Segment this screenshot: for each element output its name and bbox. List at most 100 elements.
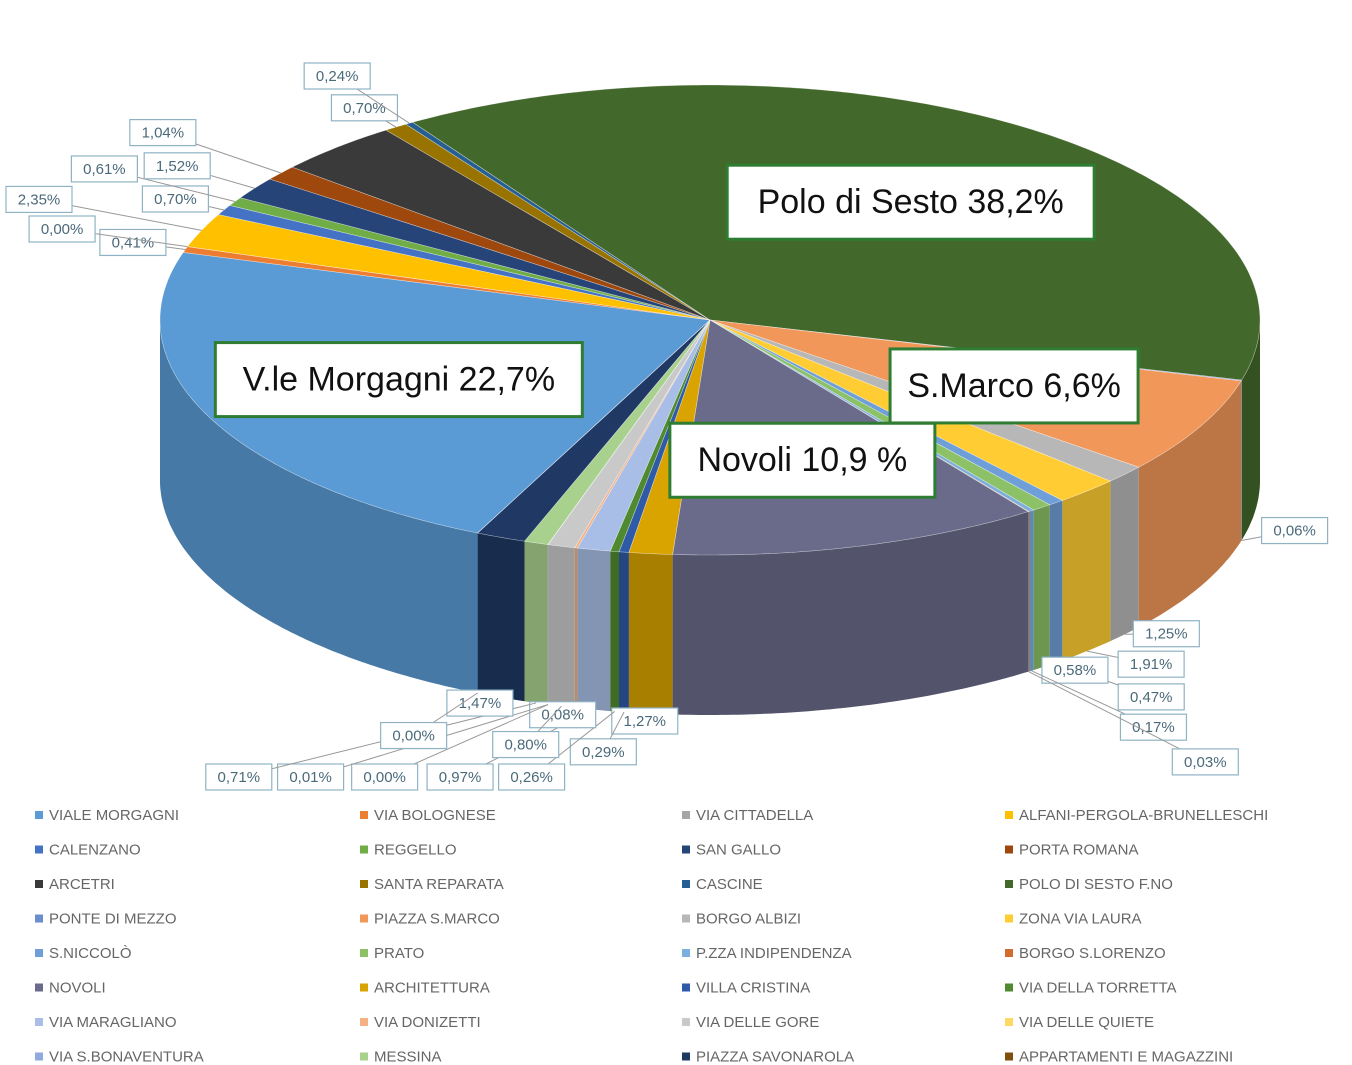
legend-swatch [35,845,43,854]
label-box [492,730,560,759]
legend-swatch [1005,949,1013,957]
legend-item: PIAZZA SAVONAROLA [682,1048,854,1065]
legend-label: VIA MARAGLIANO [49,1014,177,1031]
label-box [303,62,371,90]
small-label: 0,03% [1028,671,1239,776]
pie-slice-side [619,551,629,713]
small-label: 0,17% [1031,670,1188,741]
small-label: 0,00% [351,704,549,791]
pie-slice-side [574,547,578,709]
small-label: 0,00% [28,215,188,248]
legend-item: VIA S.BONAVENTURA [35,1048,204,1065]
label-text: S.Marco 6,6% [907,367,1121,405]
small-label: 0,24% [303,62,410,124]
legend-label: BORGO ALBIZI [696,910,801,927]
legend-swatch [1005,811,1013,819]
label-box [611,707,679,735]
legend-swatch [1005,1018,1013,1026]
pie-slice [217,205,711,321]
legend-label: PIAZZA SAVONAROLA [696,1048,854,1065]
small-label: 0,58% [1041,656,1109,684]
small-label: 0,26% [498,711,615,791]
legend-label: ALFANI-PERGOLA-BRUNELLESCHI [1019,807,1268,824]
legend-item: VIA DELLE QUIETE [1005,1014,1154,1031]
legend-item: VIA DONIZETTI [360,1014,481,1031]
legend-item: SANTA REPARATA [360,876,504,893]
label-box [1117,683,1185,711]
pie-slice-side [1028,511,1029,672]
small-label: 1,91% [1086,650,1185,678]
label-text: 0,80% [504,737,547,754]
pie-slice-side [1033,504,1050,670]
pie-slice-side [1028,510,1034,672]
legend-item: PIAZZA S.MARCO [360,910,500,927]
pie-slice-side [672,511,1029,715]
legend-label: ZONA VIA LAURA [1019,910,1142,927]
legend-label: VIALE MORGAGNI [49,807,179,824]
label-box [498,763,566,791]
pie-slice-side [548,544,575,708]
label-text: 0,58% [1054,662,1097,679]
pie-slice-side [524,541,548,705]
label-text: 0,24% [316,68,359,85]
label-box [888,347,1140,425]
small-label: 0,70% [141,185,225,213]
label-text: 0,01% [289,769,332,786]
legend-swatch [360,811,368,819]
label-box [143,152,211,180]
legend-swatch [360,914,368,923]
legend-label: ARCETRI [49,876,115,893]
legend-label: POLO DI SESTO F.NO [1019,876,1173,893]
legend-label: SAN GALLO [696,841,781,858]
small-label: 0,29% [569,711,637,766]
pie-slice-side [1241,320,1260,541]
legend-swatch [1005,983,1013,992]
legend-label: PIAZZA S.MARCO [374,910,500,927]
label-text: 0,61% [83,161,126,178]
label-text: 0,08% [541,707,584,724]
legend-swatch [682,845,690,854]
legend-item: PORTA ROMANA [1005,841,1138,858]
label-box [529,701,597,729]
label-box [1261,516,1329,545]
legend-item: S.NICCOLÒ [35,945,132,962]
small-label: 1,47% [446,689,514,717]
small-label: 0,70% [330,94,399,128]
label-box [668,421,937,499]
pie-slice [269,166,711,321]
pie-slice-side [1138,380,1242,628]
label-box [351,763,419,791]
label-box [446,689,514,717]
legend-swatch [360,845,368,854]
legend-swatch [360,983,368,992]
pie-slice [476,319,711,542]
small-label: 0,41% [99,228,186,257]
legend-label: VIA BOLOGNESE [374,807,496,824]
label-box [1117,650,1185,678]
small-label: 2,35% [5,185,202,231]
pie-slice-side [1110,467,1139,642]
legend-item: REGGELLO [360,841,457,858]
legend-label: VIA S.BONAVENTURA [49,1048,204,1065]
legend-label: CASCINE [696,876,763,893]
legend-swatch [35,914,43,923]
label-text: 1,47% [459,695,502,712]
legend: VIALE MORGAGNI VIA BOLOGNESE VIA CITTADELL… [35,807,1268,1065]
legend-swatch [360,1018,368,1026]
legend-item: P.ZZA INDIPENDENZA [682,945,852,962]
label-text: 1,52% [156,158,199,175]
label-text: 0,70% [154,191,197,208]
label-box [1171,748,1239,776]
legend-item: BORGO S.LORENZO [1005,945,1166,962]
label-text: 1,91% [1130,656,1173,673]
label-text: 0,00% [41,221,84,238]
legend-item: ARCHITETTURA [360,979,490,996]
label-text: 0,26% [510,769,553,786]
label-box [205,763,273,791]
legend-item: CASCINE [682,876,763,893]
legend-label: CALENZANO [49,841,141,858]
big-label: V.le Morgagni 22,7% [213,341,584,419]
legend-item: CALENZANO [35,841,141,858]
legend-swatch [682,983,690,992]
label-text: 2,35% [18,191,61,208]
